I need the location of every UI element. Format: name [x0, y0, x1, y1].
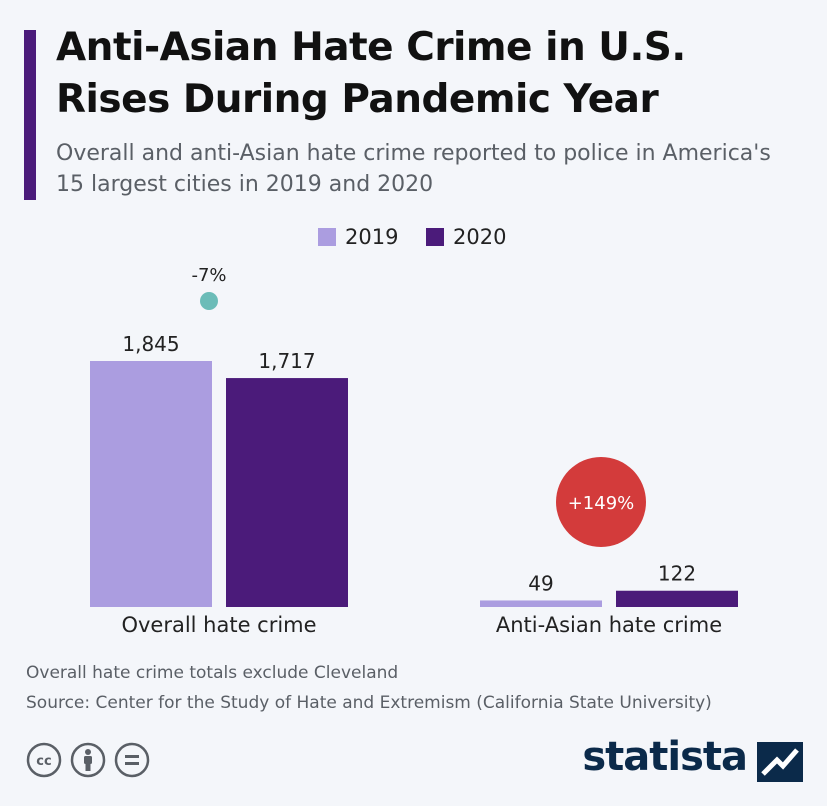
category-label-overall: Overall hate crime [121, 613, 316, 637]
bar-overall-2019 [90, 361, 212, 607]
category-label-anti-asian: Anti-Asian hate crime [496, 613, 722, 637]
brand-logo-icon [757, 742, 803, 782]
chart-subtitle: Overall and anti-Asian hate crime report… [56, 141, 771, 197]
svg-text:cc: cc [36, 754, 51, 769]
no-derivatives-icon [114, 742, 150, 778]
bar-anti-asian-2019 [480, 600, 602, 607]
legend-item-2020: 2020 [426, 222, 506, 252]
legend-item-2019: 2019 [318, 222, 398, 252]
attribution-icon [70, 742, 106, 778]
creative-commons-icon: cc [26, 742, 62, 778]
footnote: Overall hate crime totals exclude Clevel… [26, 663, 399, 683]
bar-anti-asian-2020 [616, 590, 738, 607]
legend-label-2020: 2020 [453, 225, 507, 249]
title-accent-bar [24, 30, 36, 200]
source-note: Source: Center for the Study of Hate and… [26, 693, 712, 713]
bar-overall-2020 [226, 378, 348, 607]
value-label-anti-asian-2019: 49 [528, 571, 553, 595]
change-label-anti-asian: +149% [568, 493, 635, 514]
change-label-overall: -7% [191, 265, 226, 286]
value-label-overall-2019: 1,845 [122, 332, 179, 356]
brand-logo-text: statista [582, 734, 748, 780]
legend-swatch-2019 [318, 228, 336, 246]
change-dot-overall [200, 292, 218, 310]
value-label-anti-asian-2020: 122 [658, 562, 696, 586]
bar-chart: 1,845 1,717 Overall hate crime -7% 49 122 Anti… [90, 265, 738, 637]
change-circle-anti-asian [556, 457, 646, 547]
legend: 2019 2020 [0, 222, 827, 252]
legend-label-2019: 2019 [345, 225, 399, 249]
value-label-overall-2020: 1,717 [258, 349, 315, 373]
license-icons: cc [26, 742, 150, 782]
legend-swatch-2020 [426, 228, 444, 246]
chart-title: Anti-Asian Hate Crime in U.S. Rises Duri… [56, 25, 686, 122]
